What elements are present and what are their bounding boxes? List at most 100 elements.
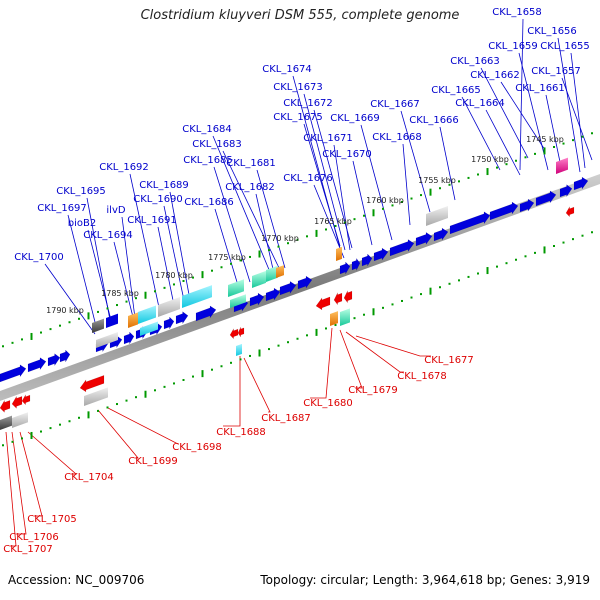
reverse-gene-arrow — [343, 290, 353, 304]
upper-tick — [287, 242, 289, 245]
upper-tick — [306, 235, 308, 238]
scale-ticks — [2, 132, 593, 447]
lower-tick — [125, 399, 128, 402]
lower-tick — [382, 306, 384, 309]
reverse-gene-label: CKL_1705 — [27, 514, 77, 525]
forward-label-leader — [485, 109, 521, 176]
upper-tick — [2, 345, 4, 348]
forward-gene-label: CKL_1674 — [262, 64, 312, 75]
forward-gene-label: CKL_1661 — [515, 83, 565, 94]
lower-tick — [258, 349, 261, 357]
lower-tick — [239, 358, 242, 361]
upper-tick — [448, 183, 451, 186]
reverse-label-leader — [310, 327, 333, 399]
upper-tick — [534, 152, 536, 155]
forward-label-leader — [163, 205, 186, 306]
reverse-label-leader — [5, 431, 17, 547]
lower-tick — [173, 382, 175, 385]
reverse-label-leader — [223, 356, 241, 427]
lower-tick — [315, 328, 318, 336]
forward-label-leader — [519, 18, 524, 171]
forward-gene-label: CKL_1655 — [540, 41, 590, 52]
forward-gene-label: CKL_1673 — [273, 82, 323, 93]
forward-gene-arrow — [123, 331, 135, 345]
forward-gene-label: CKL_1700 — [14, 252, 64, 263]
scale-label: 1780 kbp — [155, 271, 193, 280]
reverse-gene-arrow — [79, 374, 105, 393]
upper-tick — [562, 142, 565, 145]
forward-gene-arrow — [489, 201, 519, 221]
reverse-gene-arrow — [315, 296, 331, 311]
forward-gene-label: CKL_1682 — [225, 182, 275, 193]
gene-labels: CKL_1658 CKL_1656 CKL_1659 CKL_1655 CKL_1663… — [3, 7, 590, 555]
forward-gene-label: CKL_1685 — [183, 155, 233, 166]
forward-gene-label: CKL_1686 — [184, 197, 234, 208]
gene-box — [556, 157, 568, 174]
lower-tick — [410, 296, 413, 299]
reverse-label-leader — [243, 357, 271, 413]
forward-label-leader — [303, 93, 346, 251]
upper-tick — [230, 262, 232, 265]
upper-tick — [496, 166, 498, 169]
forward-gene-label: CKL_1692 — [99, 162, 149, 173]
scale-labels: 1745 kbp 1750 kbp 1755 kbp 1760 kbp 1765 kbp… — [46, 135, 564, 315]
forward-gene-label: CKL_1671 — [303, 133, 353, 144]
lower-tick — [40, 430, 42, 433]
lower-tick — [154, 389, 156, 392]
upper-tick — [21, 338, 23, 341]
lower-tick — [534, 251, 536, 254]
reverse-gene-label: CKL_1706 — [9, 532, 59, 543]
upper-tick — [315, 229, 318, 237]
lower-tick — [30, 431, 33, 439]
gene-box — [252, 270, 266, 288]
forward-label-leader — [44, 263, 96, 335]
upper-tick — [363, 214, 365, 217]
lower-tick — [505, 262, 508, 265]
upper-tick — [220, 266, 223, 269]
gene-box — [158, 297, 180, 317]
scale-label: 1770 kbp — [261, 234, 299, 243]
upper-tick — [144, 291, 147, 299]
upper-tick — [439, 187, 441, 190]
forward-gene-label: CKL_1668 — [372, 132, 422, 143]
lower-tick — [562, 241, 565, 244]
scale-label: 1760 kbp — [366, 196, 404, 205]
forward-label-leader — [212, 135, 271, 273]
upper-tick — [78, 317, 80, 320]
scale-label: 1745 kbp — [526, 135, 564, 144]
lower-tick — [429, 287, 432, 295]
reverse-label-leader — [97, 409, 139, 459]
upper-tick — [420, 194, 422, 197]
upper-tick — [49, 328, 52, 331]
forward-gene-label: CKL_1658 — [492, 7, 542, 18]
gene-box — [84, 387, 108, 406]
reverse-gene-arrow — [11, 395, 23, 409]
lower-tick — [543, 246, 546, 254]
lower-tick — [220, 365, 223, 368]
upper-tick — [192, 276, 194, 279]
upper-tick — [391, 204, 394, 207]
lower-tick — [87, 411, 90, 419]
gene-box — [228, 279, 244, 297]
forward-gene-label: CKL_1663 — [450, 56, 500, 67]
upper-tick — [524, 156, 527, 159]
gene-box — [266, 265, 278, 282]
reverse-gene-arrow — [237, 326, 245, 338]
upper-tick — [581, 135, 584, 138]
upper-tick — [515, 159, 517, 162]
gene-box — [182, 285, 212, 308]
scale-label: 1765 kbp — [314, 217, 352, 226]
upper-tick — [486, 168, 489, 176]
lower-tick — [192, 375, 194, 378]
forward-gene-arrow — [0, 364, 27, 383]
lower-tick — [49, 427, 52, 430]
lower-tick — [59, 423, 61, 426]
forward-gene-arrow — [389, 239, 415, 257]
forward-label-leader — [518, 52, 549, 171]
forward-gene-label: CKL_1697 — [37, 203, 87, 214]
upper-tick — [382, 207, 384, 210]
genome-summary: Topology: circular; Length: 3,964,618 bp… — [260, 573, 590, 587]
reverse-gene-label: CKL_1678 — [397, 371, 447, 382]
forward-gene-arrow — [559, 184, 573, 198]
upper-tick — [97, 310, 99, 313]
